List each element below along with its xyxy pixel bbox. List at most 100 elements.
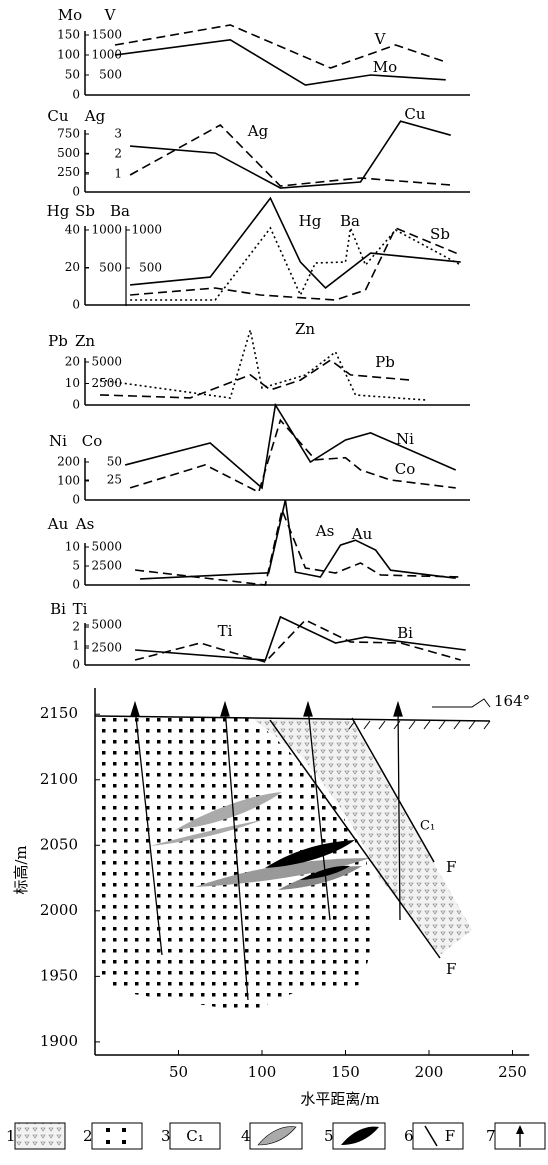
y-tick-label: 5000 (91, 540, 122, 554)
series-label: Cu (404, 105, 425, 123)
dip-annotation: 164° (494, 692, 530, 710)
series-label: V (374, 30, 387, 48)
series-line (135, 507, 461, 586)
series-line (140, 499, 456, 580)
y-tick-label: 1900 (40, 1032, 78, 1050)
fault-annotation: F (446, 960, 456, 978)
legend-number: 7 (486, 1127, 496, 1145)
drill-holes (130, 700, 403, 1001)
y-tick-label: 50 (65, 68, 80, 82)
axis-header: Co (82, 432, 103, 450)
legend-number: 4 (241, 1127, 251, 1145)
y-tick-label: 3 (114, 127, 122, 141)
y-tick-label: 2500 (91, 559, 122, 573)
panel: Mo 0 50 100 150 V 500 1000 1500 Mo V (57, 6, 470, 102)
y-tick-label: 1 (72, 639, 80, 653)
ore-lens (265, 840, 355, 868)
series-line (130, 120, 451, 189)
y-tick-label: 0 (72, 298, 80, 312)
series-line (99, 359, 411, 399)
x-tick-label: 100 (248, 1063, 277, 1081)
y-tick-label: 50 (107, 455, 122, 469)
axis-header: As (75, 515, 95, 533)
y-tick-label: 2000 (40, 901, 78, 919)
y-tick-label: 0 (72, 398, 80, 412)
panel: Au 0 5 10 As 2500 5000 As Au (47, 499, 470, 592)
y-tick-label: 200 (57, 455, 80, 469)
y-tick-label: 1950 (40, 966, 78, 984)
axis-header: Zn (75, 332, 95, 350)
panel: Bi 0 1 2 Ti 2500 5000 Bi Ti (50, 600, 470, 672)
series-label: Ba (340, 212, 360, 230)
axis-header: Au (47, 515, 69, 533)
axis-header: Sb (75, 202, 95, 220)
x-axis-label: 水平距离/m (300, 1090, 379, 1108)
series-line (134, 619, 461, 663)
y-tick-label: 5000 (91, 618, 122, 632)
axis-header: Pb (48, 332, 68, 350)
y-tick-label: 0 (72, 493, 80, 507)
y-tick-label: 0 (72, 658, 80, 672)
lens (278, 866, 362, 890)
series-line (130, 226, 462, 301)
series-line (114, 24, 446, 69)
x-tick-label: 150 (331, 1063, 360, 1081)
y-tick-label: 500 (139, 261, 162, 275)
y-tick-label: 2100 (40, 770, 78, 788)
series-label: Zn (295, 320, 315, 338)
series-label: Ti (218, 622, 233, 640)
section-geology: 164° C₁ F F (94, 692, 530, 1012)
series-label: Au (351, 525, 373, 543)
y-tick-label: 0 (72, 185, 80, 199)
legend-swatch (91, 1122, 143, 1150)
y-tick-label: 5 (72, 559, 80, 573)
y-tick-label: 2500 (91, 641, 122, 655)
series-label: Mo (373, 58, 397, 76)
y-tick-label: 2500 (91, 376, 122, 390)
legend (14, 1122, 546, 1150)
axis-header: Ag (84, 107, 106, 125)
legend-number: 3 (161, 1127, 171, 1145)
y-tick-label: 20 (65, 355, 80, 369)
panel: Pb 0 10 20 Zn 2500 5000 Zn Pb (48, 320, 470, 412)
axis-header: Ti (73, 600, 88, 618)
series-label: Hg (299, 212, 322, 230)
axis-header: Ni (49, 432, 67, 450)
ground-surface (94, 715, 491, 722)
y-tick-label: 500 (57, 146, 80, 160)
series-line (130, 196, 461, 289)
section-axes: 1900 1950 2000 2050 2100 2150 50 100 150 200 250 (40, 688, 530, 1081)
intrusion (95, 711, 375, 1012)
axis-header: Cu (47, 107, 68, 125)
series-line (114, 38, 446, 86)
panel: Cu 0 250 500 750 Ag 1 2 3 Cu Ag (47, 105, 470, 199)
legend-swatch (412, 1122, 464, 1150)
y-tick-label: 1000 (91, 48, 122, 62)
legend-number: 6 (404, 1127, 414, 1145)
series-label: Co (395, 460, 416, 478)
y-tick-label: 150 (57, 28, 80, 42)
x-tick-label: 50 (169, 1063, 188, 1081)
y-tick-label: 2 (72, 620, 80, 634)
series-line (130, 224, 462, 301)
axis-header: Ba (110, 202, 130, 220)
y-tick-label: 1000 (131, 223, 162, 237)
y-tick-label: 500 (99, 261, 122, 275)
legend-number: 5 (324, 1127, 334, 1145)
fault (269, 719, 441, 959)
series-line (135, 615, 466, 661)
x-tick-label: 200 (415, 1063, 444, 1081)
y-tick-label: 100 (57, 48, 80, 62)
series-line (129, 124, 451, 187)
axis-header: V (104, 6, 117, 24)
y-tick-label: 10 (65, 376, 80, 390)
y-axis-label: 标高/m (12, 845, 30, 894)
fault-annotation: F (446, 858, 456, 876)
y-tick-label: 2 (114, 147, 122, 161)
fault (351, 717, 435, 863)
y-tick-label: 2050 (40, 835, 78, 853)
strike-dip-symbol (432, 698, 491, 708)
